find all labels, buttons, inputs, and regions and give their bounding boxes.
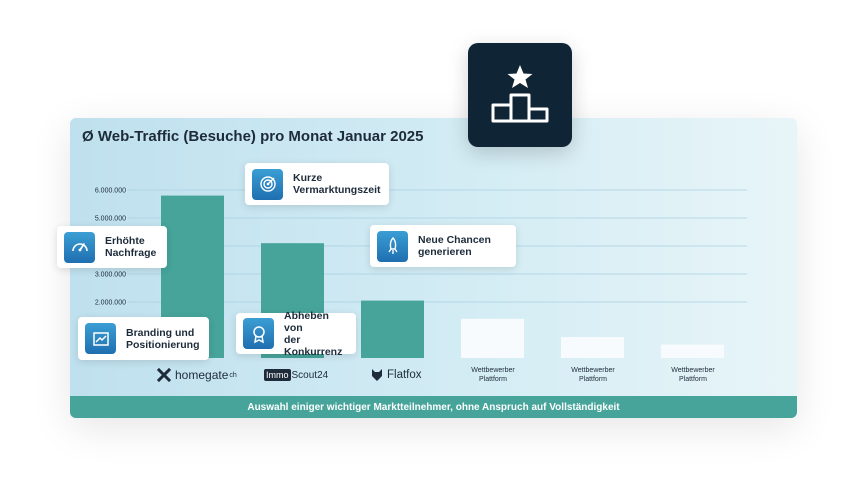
podium-badge xyxy=(468,43,572,147)
chart-title: Ø Web-Traffic (Besuche) pro Monat Januar… xyxy=(82,128,424,145)
y-tick-label: 3.000.000 xyxy=(95,272,126,279)
callout-nachfrage-text: Erhöhte Nachfrage xyxy=(105,235,157,259)
brand-flatfox-name: Flatfox xyxy=(387,369,422,381)
callout-vermarktung-text: Kurze Vermarktungszeit xyxy=(293,172,381,196)
brand-immoscout-box: Immo xyxy=(264,369,291,381)
chart-card: Ø Web-Traffic (Besuche) pro Monat Januar… xyxy=(70,118,797,418)
strategy-chart-icon xyxy=(85,323,116,354)
bar-4 xyxy=(561,337,624,358)
brand-homegate-name: homegate xyxy=(175,368,229,382)
rocket-icon xyxy=(377,230,408,262)
callout-branding: Branding und Positionierung xyxy=(78,317,209,360)
bar-5 xyxy=(661,344,724,358)
callout-konkurrenz-text: Abheben von der Konkurrenz xyxy=(284,309,343,358)
speedometer-icon xyxy=(64,231,95,263)
podium-star-icon xyxy=(491,65,549,123)
bar-chart: 2.000.0003.000.0004.000.0005.000.0006.00… xyxy=(95,188,747,358)
y-tick-label: 6.000.000 xyxy=(95,188,126,195)
brand-immoscout-rest: Scout24 xyxy=(291,369,329,381)
competitor-label: Wettbewerber Plattform xyxy=(671,367,715,383)
y-tick-label: 2.000.000 xyxy=(95,300,126,307)
competitor-label: Wettbewerber Plattform xyxy=(471,367,515,383)
y-tick-label: 5.000.000 xyxy=(95,216,126,223)
brand-immoscout: Immo Scout24 xyxy=(264,366,328,384)
bar-3 xyxy=(461,318,524,358)
callout-nachfrage: Erhöhte Nachfrage xyxy=(57,226,167,268)
bar-2 xyxy=(361,300,424,358)
callout-chancen: Neue Chancen generieren xyxy=(370,225,516,267)
fox-icon xyxy=(372,369,382,381)
brand-homegate: homegate ch xyxy=(157,366,237,384)
target-icon xyxy=(252,168,283,200)
x-mark-icon xyxy=(157,368,171,382)
brand-flatfox: Flatfox xyxy=(371,366,422,384)
callout-konkurrenz: Abheben von der Konkurrenz xyxy=(236,310,356,358)
brand-homegate-suffix: ch xyxy=(229,371,237,379)
callout-chancen-text: Neue Chancen generieren xyxy=(418,234,491,258)
callout-branding-text: Branding und Positionierung xyxy=(126,326,200,351)
award-icon xyxy=(243,318,274,349)
callout-vermarktung: Kurze Vermarktungszeit xyxy=(245,163,389,205)
chart-footer: Auswahl einiger wichtiger Marktteilnehme… xyxy=(70,396,797,418)
competitor-label: Wettbewerber Plattform xyxy=(571,367,615,383)
